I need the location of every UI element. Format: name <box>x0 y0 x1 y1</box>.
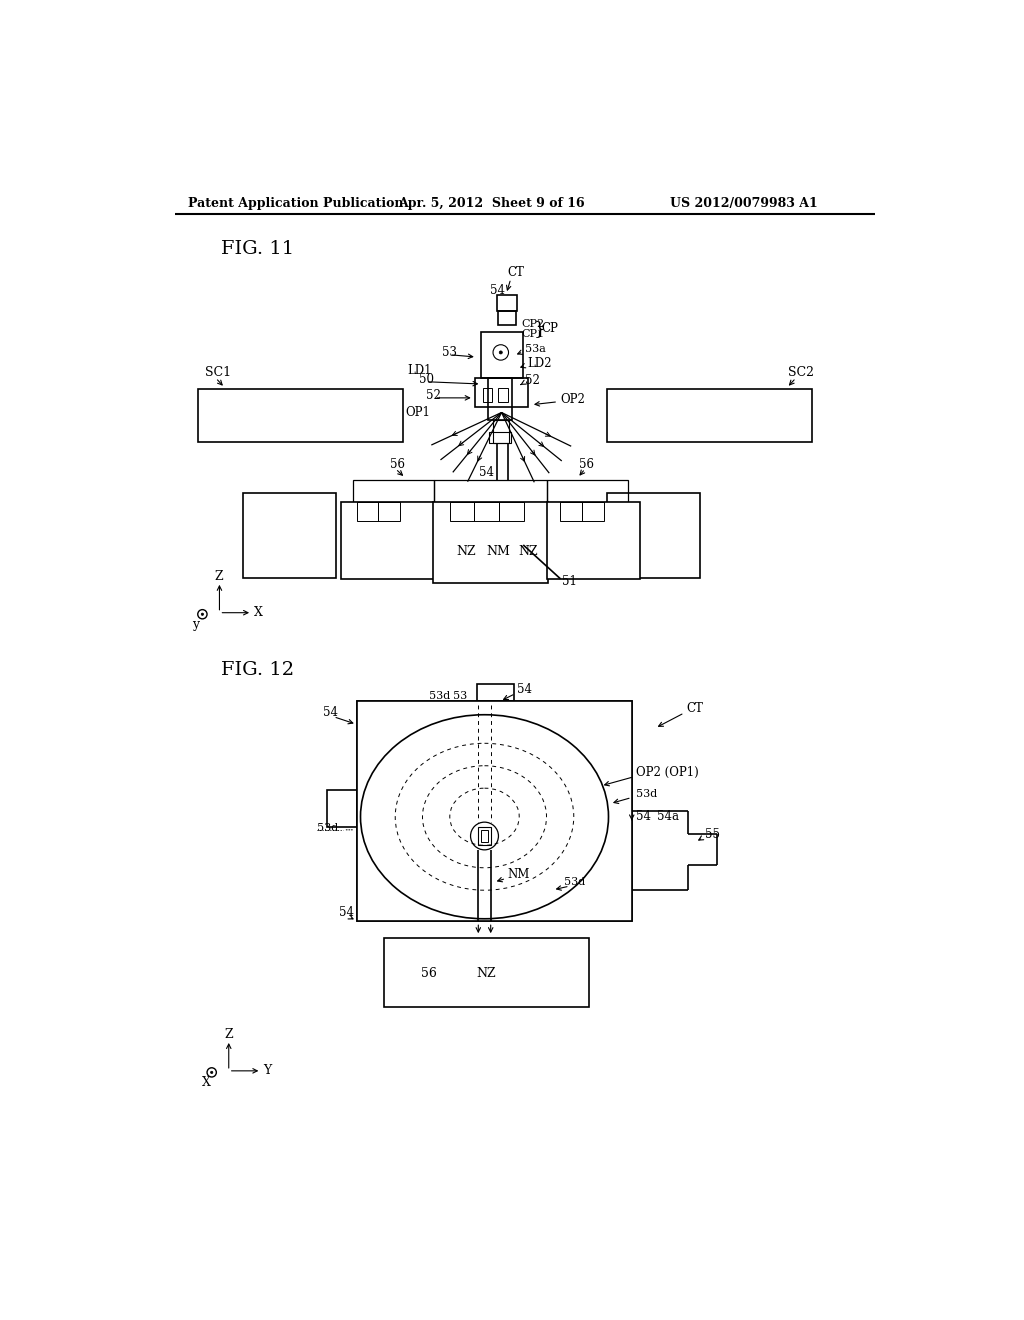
Text: LD1: LD1 <box>407 363 431 376</box>
Bar <box>243 494 336 578</box>
Text: CP2: CP2 <box>521 319 545 329</box>
Bar <box>356 701 632 921</box>
Text: 54: 54 <box>479 466 494 479</box>
Text: 54: 54 <box>339 907 354 920</box>
Text: CT: CT <box>686 702 702 715</box>
Bar <box>341 502 434 578</box>
Text: 53a: 53a <box>524 345 546 354</box>
Text: 54: 54 <box>517 684 532 696</box>
Text: Apr. 5, 2012  Sheet 9 of 16: Apr. 5, 2012 Sheet 9 of 16 <box>397 197 585 210</box>
Circle shape <box>211 1072 213 1073</box>
Text: SC2: SC2 <box>788 366 814 379</box>
Text: OP1: OP1 <box>406 407 430 418</box>
Text: NM: NM <box>508 869 530 880</box>
Text: NZ: NZ <box>518 545 539 557</box>
Text: 51: 51 <box>562 576 577 589</box>
Bar <box>500 502 524 521</box>
Bar <box>475 378 528 407</box>
Bar <box>499 312 515 325</box>
Bar <box>378 502 400 521</box>
Bar <box>450 502 474 521</box>
Text: 53d: 53d <box>317 824 338 833</box>
Bar <box>607 494 700 578</box>
Text: 54: 54 <box>324 706 338 719</box>
Bar <box>356 502 378 521</box>
Bar <box>547 480 628 502</box>
Bar <box>480 830 488 842</box>
Text: 56: 56 <box>421 966 437 979</box>
Bar <box>583 502 604 521</box>
Text: NZ: NZ <box>477 966 497 979</box>
Text: 56: 56 <box>579 458 594 471</box>
Text: 53: 53 <box>454 690 468 701</box>
Text: Patent Application Publication: Patent Application Publication <box>188 197 403 210</box>
Text: CP: CP <box>541 322 558 335</box>
Bar <box>434 480 547 502</box>
Text: X: X <box>202 1076 211 1089</box>
Bar <box>198 389 403 442</box>
Text: 53: 53 <box>442 346 457 359</box>
Bar <box>607 389 812 442</box>
Text: }: } <box>534 319 545 338</box>
Text: 53d: 53d <box>429 690 450 701</box>
Bar <box>477 684 514 701</box>
Text: X: X <box>254 606 262 619</box>
Text: 50: 50 <box>420 372 434 385</box>
Bar <box>478 826 490 845</box>
Text: NM: NM <box>486 545 510 557</box>
Text: 56: 56 <box>390 458 404 471</box>
Text: CP1: CP1 <box>521 329 545 339</box>
Circle shape <box>500 351 503 354</box>
Text: FIG. 11: FIG. 11 <box>221 240 294 259</box>
Bar <box>489 432 511 444</box>
Text: Z: Z <box>224 1028 232 1041</box>
Text: 55: 55 <box>706 828 720 841</box>
Text: SC1: SC1 <box>206 366 231 379</box>
Text: Z: Z <box>215 570 223 583</box>
Text: 52: 52 <box>524 375 540 388</box>
Circle shape <box>202 612 204 615</box>
Text: OP2: OP2 <box>560 393 586 407</box>
Text: Y: Y <box>263 1064 271 1077</box>
Bar <box>384 937 589 1007</box>
Bar <box>356 701 632 921</box>
Text: LD2: LD2 <box>527 356 552 370</box>
Bar <box>493 420 509 444</box>
Text: 54: 54 <box>636 810 650 824</box>
Text: NZ: NZ <box>457 545 476 557</box>
Bar <box>352 480 434 502</box>
Bar <box>547 502 640 578</box>
Text: 53d: 53d <box>563 878 585 887</box>
Bar <box>488 378 512 420</box>
Text: FIG. 12: FIG. 12 <box>221 661 294 680</box>
Bar <box>499 388 508 401</box>
Bar <box>483 388 493 401</box>
Bar <box>497 296 517 312</box>
Text: 54: 54 <box>490 284 506 297</box>
Text: 52: 52 <box>426 389 441 403</box>
Bar <box>474 502 500 521</box>
Text: y: y <box>193 618 200 631</box>
Bar <box>480 331 523 378</box>
Text: CT: CT <box>508 265 524 279</box>
Bar <box>432 502 548 582</box>
Bar <box>328 789 356 826</box>
Text: 53d: 53d <box>636 788 656 799</box>
Text: US 2012/0079983 A1: US 2012/0079983 A1 <box>671 197 818 210</box>
Text: OP2 (OP1): OP2 (OP1) <box>636 767 698 779</box>
Bar <box>560 502 583 521</box>
Text: 54a: 54a <box>656 810 679 824</box>
